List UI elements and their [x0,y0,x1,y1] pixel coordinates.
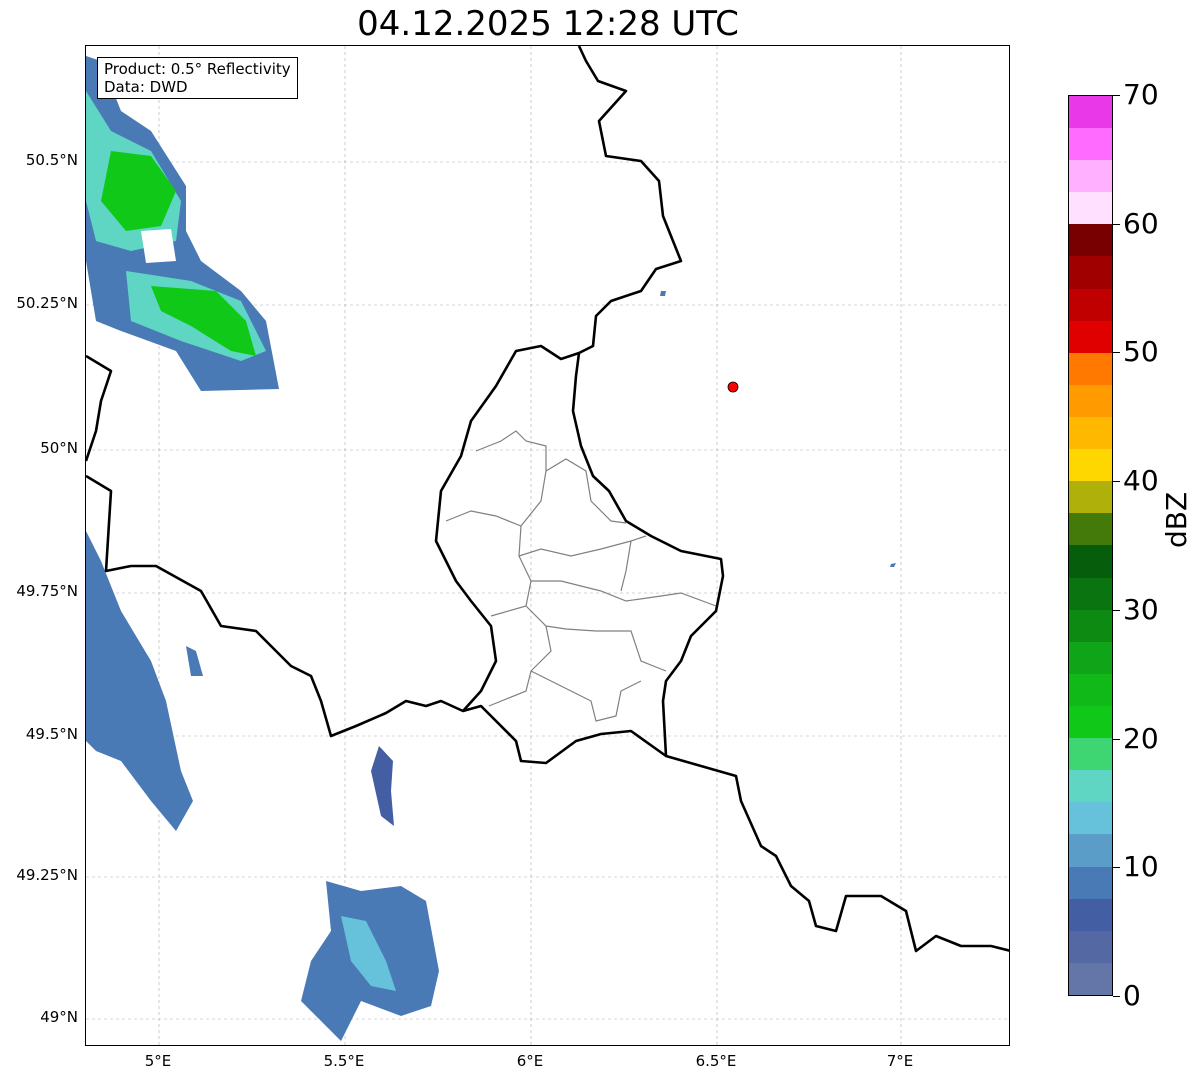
legend-product: Product: 0.5° Reflectivity [104,60,291,78]
colorbar-bin [1069,449,1112,482]
lat-tick: 49.25°N [16,866,78,884]
colorbar-bin [1069,224,1112,257]
colorbar-bin [1069,673,1112,707]
country-borders [86,46,1009,953]
colorbar-bin [1069,288,1112,321]
lat-tick: 50.5°N [25,151,78,169]
map-title: 04.12.2025 12:28 UTC [357,4,739,44]
colorbar-bin [1069,160,1112,193]
colorbar-bin [1069,738,1112,771]
gridlines [86,46,1009,1045]
map-canvas [86,46,1009,1045]
colorbar-bin [1069,930,1112,963]
lat-tick: 49°N [40,1008,78,1026]
colorbar-bin [1069,641,1112,674]
echo-nw-green [101,151,176,231]
colorbar-bin [1069,128,1112,161]
colorbar-tick: 70 [1113,78,1159,111]
echo-w-small [186,646,203,676]
colorbar-bin [1069,962,1112,995]
lon-tick: 5.5°E [323,1052,365,1070]
radar-map[interactable] [85,45,1010,1046]
radar-echoes [86,56,896,1041]
echo-nw-green2 [151,286,256,356]
colorbar-bin [1069,898,1112,931]
lon-tick: 6.5°E [695,1052,737,1070]
echo-small-e [890,563,896,567]
colorbar-tick: 50 [1113,335,1159,369]
lat-tick: 50.25°N [16,294,78,312]
lat-tick: 49.5°N [25,725,78,743]
lat-tick: 49.75°N [16,582,78,600]
lon-tick: 5°E [144,1052,172,1070]
colorbar-bin [1069,770,1112,803]
radar-site-marker [727,381,739,393]
colorbar-tick: 10 [1113,850,1159,884]
colorbar-bin [1069,577,1112,610]
echo-s1 [371,746,394,826]
colorbar-bin [1069,481,1112,514]
echo-w [86,531,193,831]
colorbar-bin [1069,192,1112,225]
lon-tick: 7°E [886,1052,914,1070]
colorbar-tick: 20 [1113,721,1159,755]
echo-s2-cyan [341,916,396,991]
colorbar-bin [1069,802,1112,835]
colorbar-bin [1069,256,1112,289]
colorbar [1068,95,1113,996]
admin-boundaries [445,430,717,722]
colorbar-tick: 30 [1113,592,1159,626]
colorbar-bin [1069,609,1112,642]
colorbar-bin [1069,320,1112,353]
colorbar-tick: 40 [1113,464,1159,498]
colorbar-bin [1069,95,1112,129]
colorbar-bin [1069,545,1112,578]
colorbar-bin [1069,513,1112,546]
colorbar-bin [1069,352,1112,385]
lat-tick: 50°N [40,439,78,457]
echo-small-ne [660,291,666,296]
legend-data-source: Data: DWD [104,78,188,96]
colorbar-bin [1069,866,1112,899]
lon-tick: 6°E [516,1052,544,1070]
echo-nw-hole [141,229,176,263]
colorbar-bin [1069,706,1112,739]
colorbar-label: dBZ [1160,491,1193,548]
colorbar-bin [1069,834,1112,867]
colorbar-bin [1069,417,1112,450]
colorbar-tick: 60 [1113,206,1159,240]
colorbar-bin [1069,384,1112,418]
product-legend: Product: 0.5° Reflectivity Data: DWD [97,57,298,99]
colorbar-tick: 0 [1113,979,1141,1012]
